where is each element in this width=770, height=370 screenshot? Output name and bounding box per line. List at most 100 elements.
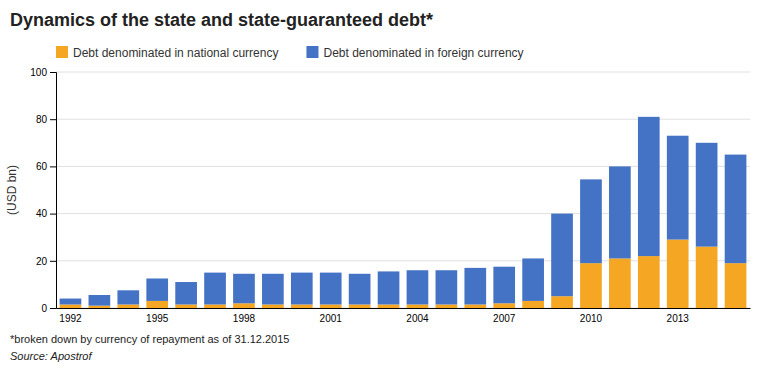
bar	[320, 273, 342, 305]
x-tick-label: 1992	[59, 313, 82, 324]
bar	[436, 270, 458, 304]
grid	[56, 72, 750, 308]
title: Dynamics of the state and state-guarante…	[10, 10, 433, 30]
bar	[667, 240, 689, 308]
legend-item: Debt denominated in foreign currency	[306, 46, 523, 60]
bar	[175, 304, 197, 308]
y-axis-line	[50, 73, 57, 309]
legend-item: Debt denominated in national currency	[56, 46, 278, 60]
bar	[551, 214, 573, 297]
bar	[407, 270, 429, 304]
bar	[522, 258, 544, 300]
bar	[204, 273, 226, 305]
bar	[291, 273, 313, 305]
bar	[436, 304, 458, 308]
x-tick: 2010	[580, 313, 603, 324]
x-tick-label: 2010	[580, 313, 603, 324]
bar	[146, 301, 168, 308]
bar	[522, 301, 544, 308]
y-tick-mark	[50, 214, 56, 215]
y-tick: 80	[36, 114, 56, 125]
y-tick-mark	[50, 308, 56, 309]
y-tick-label: 40	[36, 208, 48, 219]
bar	[233, 274, 255, 304]
x-tick-label: 2013	[667, 313, 690, 324]
bar	[580, 263, 602, 308]
bar	[638, 256, 660, 308]
bar	[609, 258, 631, 308]
y-tick-mark	[50, 166, 56, 167]
bar	[580, 179, 602, 263]
bar	[146, 279, 168, 301]
y-tick-label: 0	[41, 303, 47, 314]
bar	[291, 304, 313, 308]
bar	[407, 304, 429, 308]
x-tick-label: 2001	[320, 313, 343, 324]
y-tick-label: 20	[36, 255, 48, 266]
bar-series	[60, 117, 747, 306]
x-tick: 2013	[667, 313, 690, 324]
x-tick: 2004	[406, 313, 429, 324]
y-tick: 0	[41, 303, 56, 314]
x-axis: 1992 1995 1998 2001 2004 2007 2010 2013	[57, 309, 751, 325]
bar	[204, 304, 226, 308]
bar	[696, 247, 718, 308]
legend-label: Debt denominated in foreign currency	[323, 46, 523, 60]
bar	[349, 274, 371, 305]
x-tick-label: 2007	[493, 313, 516, 324]
grid-line	[56, 72, 750, 73]
bar	[667, 136, 689, 240]
bar	[638, 117, 660, 256]
bar	[464, 304, 486, 308]
chart: Dynamics of the state and state-guarante…	[0, 0, 770, 370]
y-tick-label: 60	[36, 161, 48, 172]
bar	[60, 304, 82, 308]
x-tick-label: 1998	[233, 313, 256, 324]
bar	[464, 268, 486, 305]
y-tick-mark	[50, 72, 56, 73]
y-tick-mark	[50, 261, 56, 262]
bar	[725, 263, 747, 308]
y-tick: 60	[36, 161, 56, 172]
bar	[725, 155, 747, 264]
bars	[60, 117, 747, 308]
bar	[609, 166, 631, 258]
bar	[89, 295, 111, 306]
bar	[117, 290, 139, 304]
y-axis-title: (USD bn)	[5, 165, 19, 215]
x-tick: 1998	[233, 313, 256, 324]
y-tick: 100	[30, 67, 56, 78]
bar	[89, 306, 111, 308]
bar	[349, 304, 371, 308]
bar	[493, 267, 515, 304]
bar	[262, 274, 284, 305]
bar	[551, 296, 573, 308]
x-tick: 1992	[59, 313, 82, 324]
x-tick: 1995	[146, 313, 169, 324]
legend-swatch	[306, 46, 318, 58]
x-tick: 2001	[320, 313, 343, 324]
bar	[233, 303, 255, 308]
bar	[696, 143, 718, 247]
bar	[493, 303, 515, 308]
subtitle: *broken down by currency of repayment as…	[10, 333, 289, 345]
bar	[378, 304, 400, 308]
bar	[320, 304, 342, 308]
x-tick-label: 1995	[146, 313, 169, 324]
bar	[378, 271, 400, 304]
bar	[175, 282, 197, 304]
y-axis: 0 20 40 60 80 100	[30, 67, 56, 314]
bar	[60, 299, 82, 305]
legend: Debt denominated in national currency Deb…	[56, 46, 524, 60]
bar	[117, 304, 139, 308]
y-tick-label: 100	[30, 67, 47, 78]
legend-swatch	[56, 46, 68, 58]
x-tick-label: 2004	[406, 313, 429, 324]
x-tick: 2007	[493, 313, 516, 324]
y-tick: 20	[36, 255, 56, 266]
legend-label: Debt denominated in national currency	[73, 46, 278, 60]
y-tick: 40	[36, 208, 56, 219]
bar	[262, 304, 284, 308]
y-tick-label: 80	[36, 114, 48, 125]
y-tick-mark	[50, 119, 56, 120]
